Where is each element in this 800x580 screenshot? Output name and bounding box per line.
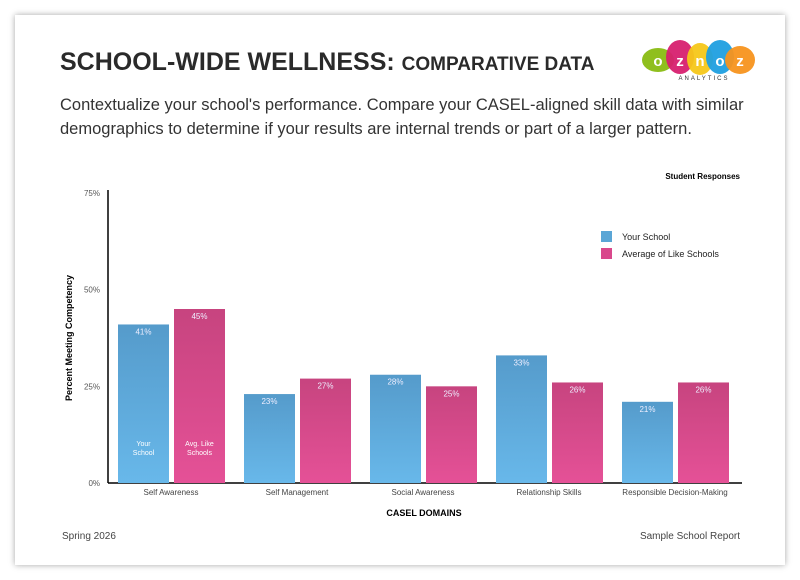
bar-value-label: 21% — [639, 405, 655, 414]
bar-value-label: 27% — [317, 382, 333, 391]
logo-letter: o — [715, 53, 724, 70]
logo-letter: o — [653, 53, 662, 70]
footer-date: Spring 2026 — [62, 531, 116, 542]
bar-your-school — [496, 355, 547, 483]
bar-like-schools — [300, 378, 351, 483]
x-tick-label: Self Management — [266, 488, 329, 497]
legend-swatch — [601, 231, 612, 242]
bar-value-label: 26% — [695, 385, 711, 394]
y-tick-label: 25% — [84, 382, 100, 391]
x-tick-label: Responsible Decision-Making — [622, 488, 727, 497]
page-title: SCHOOL-WIDE WELLNESS: COMPARATIVE DATA — [60, 48, 594, 77]
logo-letter: z — [736, 53, 744, 70]
logo-letter: n — [695, 53, 704, 70]
bar-your-school — [244, 394, 295, 483]
chart-title: Student Responses — [665, 172, 740, 181]
bar-value-label: 26% — [569, 385, 585, 394]
bar-your-school — [118, 324, 169, 483]
legend-label: Your School — [622, 232, 670, 242]
oznoz-logo: o z n o z ANALYTICS — [642, 40, 755, 82]
x-tick-label: Social Awareness — [392, 488, 455, 497]
x-tick-label: Self Awareness — [144, 488, 199, 497]
footer-report: Sample School Report — [639, 531, 740, 542]
title-sub: COMPARATIVE DATA — [401, 54, 595, 75]
y-tick-label: 0% — [88, 479, 100, 488]
bar-like-schools — [678, 382, 729, 483]
bar-your-school — [622, 401, 673, 483]
title-main: SCHOOL-WIDE WELLNESS: — [60, 48, 395, 76]
legend-swatch — [601, 248, 612, 259]
bar-your-school — [370, 374, 421, 483]
logo-letter: z — [676, 53, 684, 70]
bar-like-schools — [552, 382, 603, 483]
bar-value-label: 33% — [513, 358, 529, 367]
y-axis-label: Percent Meeting Competency — [64, 275, 74, 401]
bar-value-label: 41% — [135, 327, 151, 336]
y-tick-label: 50% — [84, 286, 100, 295]
description: Contextualize your school's performance.… — [60, 96, 744, 138]
bar-value-label: 25% — [443, 389, 459, 398]
bar-value-label: 23% — [261, 397, 277, 406]
bar-value-label: 45% — [191, 312, 207, 321]
bar-like-schools — [174, 309, 225, 483]
in-bar-label: Schools — [187, 450, 212, 457]
x-tick-label: Relationship Skills — [517, 488, 582, 497]
in-bar-label: Avg. Like — [185, 441, 214, 448]
in-bar-label: School — [133, 450, 155, 457]
legend-label: Average of Like Schools — [622, 249, 719, 259]
bar-like-schools — [426, 386, 477, 483]
y-tick-label: 75% — [84, 189, 100, 198]
in-bar-label: Your — [136, 441, 151, 448]
x-axis-label: CASEL DOMAINS — [386, 508, 461, 518]
bar-value-label: 28% — [387, 378, 403, 387]
logo-subtitle: ANALYTICS — [679, 76, 730, 82]
